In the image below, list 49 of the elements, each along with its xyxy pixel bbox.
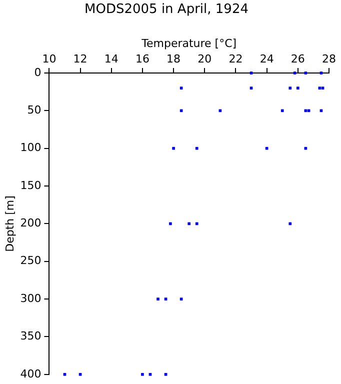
point [164, 372, 168, 376]
y-tick-label: 50 [27, 104, 42, 117]
x-tick-label: 12 [73, 52, 88, 66]
y-tick-label: 200 [20, 216, 42, 230]
y-tick-label: 300 [20, 292, 42, 305]
point [164, 298, 168, 300]
point [156, 298, 160, 300]
point [321, 86, 324, 90]
y-tick-label: 100 [20, 141, 42, 154]
point [148, 372, 152, 376]
point [195, 146, 198, 150]
point [180, 298, 183, 300]
x-tick-label: 22 [228, 52, 243, 66]
x-tick-label: 28 [322, 52, 336, 66]
point [141, 372, 144, 376]
y-tick-label: 350 [20, 330, 42, 343]
x-tick-label: 24 [260, 52, 274, 66]
point [288, 222, 292, 226]
point [265, 146, 268, 150]
x-tick-label: 14 [104, 52, 118, 66]
point [250, 86, 253, 90]
point [288, 86, 292, 90]
point [318, 86, 322, 90]
point [195, 222, 198, 226]
point [250, 72, 253, 74]
point [320, 72, 323, 74]
point [78, 372, 82, 376]
point [280, 109, 284, 112]
point [293, 72, 296, 74]
x-tick-label: 16 [135, 52, 150, 66]
point [304, 146, 308, 150]
point [180, 86, 183, 90]
point [169, 222, 172, 226]
point [172, 146, 175, 150]
x-tick-label: 18 [166, 52, 181, 66]
y-tick-label: 0 [34, 66, 42, 79]
x-axis-title: Temperature [°C] [140, 37, 237, 50]
point [296, 86, 300, 90]
y-tick-label: 400 [20, 367, 42, 380]
y-tick-label: 250 [20, 254, 42, 268]
x-tick-label: 26 [290, 52, 305, 66]
y-tick-label: 150 [20, 178, 42, 192]
point [63, 372, 66, 376]
x-tick-label: 20 [198, 52, 212, 66]
y-axis-title: Depth [m] [3, 196, 16, 252]
x-tick-label: 10 [42, 52, 56, 66]
chart-title: MODS2005 in April, 1924 [84, 2, 248, 18]
point [188, 222, 191, 226]
point [304, 72, 308, 74]
